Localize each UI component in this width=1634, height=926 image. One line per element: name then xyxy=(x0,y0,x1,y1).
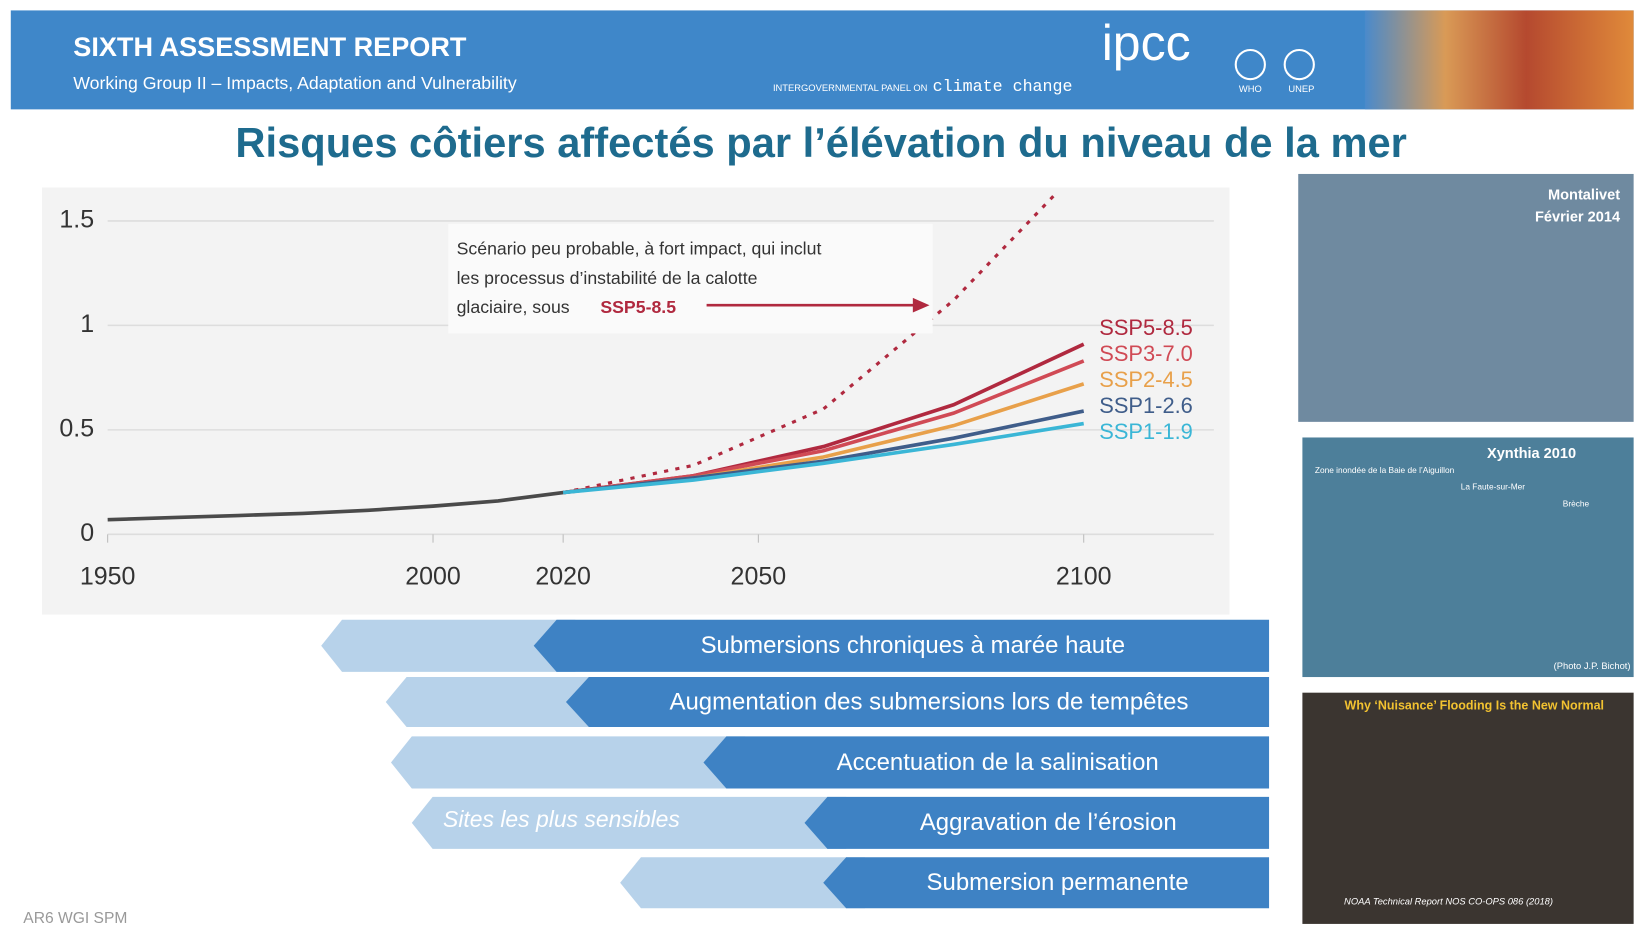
x-tick-label: 2000 xyxy=(405,563,461,591)
y-tick-label: 0.5 xyxy=(59,414,94,442)
logo-tagline: INTERGOVERNMENTAL PANEL ON xyxy=(773,83,927,93)
x-tick-label: 2100 xyxy=(1056,563,1112,591)
photo-caption: NOAA Technical Report NOS CO-OPS 086 (20… xyxy=(1344,897,1553,907)
photos: Montalivet Février 2014 Xynthia 2010 Zone i… xyxy=(1298,174,1633,924)
org-label: UNEP xyxy=(1288,84,1314,94)
risk-arrows: Submersions chroniques à marée haute Augm… xyxy=(321,620,1269,909)
photo-caption: Février 2014 xyxy=(1535,210,1621,226)
x-tick-label: 2020 xyxy=(535,563,591,591)
photo-caption: Why ‘Nuisance’ Flooding Is the New Norma… xyxy=(1345,699,1604,713)
risk-label: Aggravation de l’érosion xyxy=(920,809,1177,836)
slide: SIXTH ASSESSMENT REPORT Working Group II… xyxy=(0,0,1634,926)
page: SIXTH ASSESSMENT REPORT Working Group II… xyxy=(0,0,1634,926)
logo-tagline: climate change xyxy=(933,78,1073,97)
x-tick-label: 2050 xyxy=(731,563,787,591)
annotation-text: Scénario peu probable, à fort impact, qu… xyxy=(457,239,822,259)
annotation-highlight: SSP5-8.5 xyxy=(600,297,676,317)
series-label: SSP1-2.6 xyxy=(1099,393,1193,418)
risk-label: Augmentation des submersions lors de tem… xyxy=(670,688,1189,715)
photo-caption: Xynthia 2010 xyxy=(1487,446,1576,462)
y-tick-label: 1.5 xyxy=(59,206,94,234)
risk-label: Submersion permanente xyxy=(927,869,1189,896)
header-title: SIXTH ASSESSMENT REPORT xyxy=(73,31,467,62)
header-image xyxy=(1365,10,1634,109)
risk-note: Sites les plus sensibles xyxy=(443,806,680,832)
logo: ipcc xyxy=(1102,15,1191,71)
series-label: SSP1-1.9 xyxy=(1099,419,1193,444)
series-label: SSP2-4.5 xyxy=(1099,367,1193,392)
risk-label: Accentuation de la salinisation xyxy=(837,749,1159,776)
photo xyxy=(1302,693,1633,924)
footer: AR6 WGI SPM xyxy=(23,910,127,926)
annotation-text: les processus d’instabilité de la calott… xyxy=(457,268,758,288)
light-arrow xyxy=(391,736,745,788)
photo-caption: Montalivet xyxy=(1548,188,1620,204)
annotation-text: glaciaire, sous xyxy=(457,297,570,317)
photo-caption: Zone inondée de la Baie de l’Aiguillon xyxy=(1315,465,1455,475)
photo-caption: (Photo J.P. Bichot) xyxy=(1554,661,1631,671)
series-label: SSP3-7.0 xyxy=(1099,341,1193,366)
y-tick-label: 0 xyxy=(80,519,94,547)
risk-label: Submersions chroniques à marée haute xyxy=(701,632,1125,659)
photo-caption: La Faute-sur-Mer xyxy=(1461,482,1526,492)
x-tick-label: 1950 xyxy=(80,563,136,591)
y-tick-label: 1 xyxy=(80,310,94,338)
series-label: SSP5-8.5 xyxy=(1099,315,1193,340)
slide-title: Risques côtiers affectés par l’élévation… xyxy=(235,119,1406,166)
org-label: WHO xyxy=(1239,84,1262,94)
header-subtitle: Working Group II – Impacts, Adaptation a… xyxy=(73,73,517,93)
photo-caption: Brèche xyxy=(1563,498,1590,508)
